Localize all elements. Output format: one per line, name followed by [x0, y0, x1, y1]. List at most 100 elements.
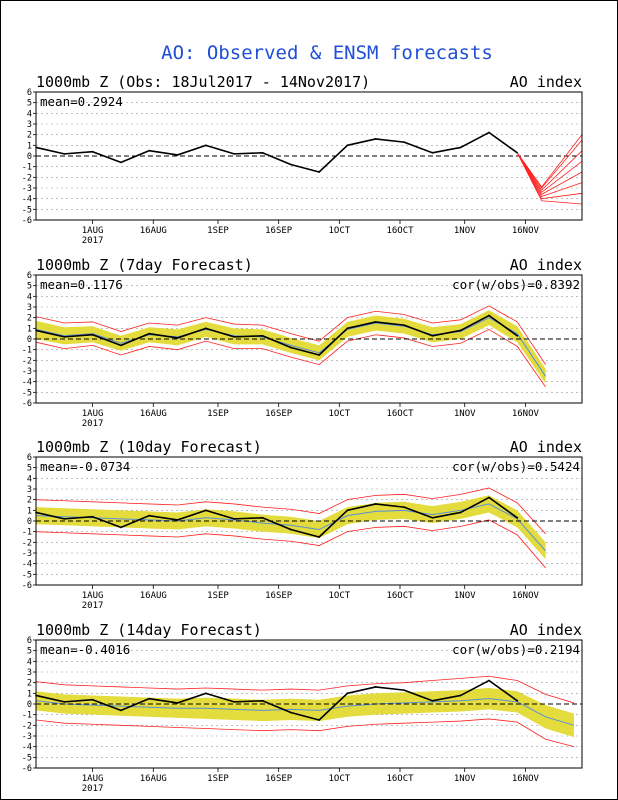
y-tick-label: -5 — [22, 570, 32, 580]
y-tick-label: 6 — [27, 271, 32, 281]
y-tick-label: 0 — [27, 152, 32, 162]
y-tick-label: -3 — [22, 184, 32, 194]
panel-index-label: AO index — [510, 256, 582, 274]
observed-point — [289, 711, 292, 714]
panel-title: 1000mb Z (Obs: 18Jul2017 - 14Nov2017) — [36, 73, 370, 91]
x-year-label: 2017 — [82, 784, 104, 794]
y-tick-label: -5 — [22, 205, 32, 215]
x-tick-label: 16NOV — [512, 774, 540, 784]
observed-point — [516, 699, 519, 702]
observed-point — [403, 506, 405, 509]
x-tick-label: 16NOV — [512, 409, 540, 419]
panel-correlation-label: cor(w/obs)=0.8392 — [452, 277, 580, 292]
y-tick-label: 1 — [27, 141, 32, 151]
observed-point — [261, 516, 264, 519]
observed-point — [488, 496, 490, 499]
panel-correlation-label: cor(w/obs)=0.5424 — [452, 459, 580, 474]
observed-point — [431, 516, 434, 519]
y-tick-label: 2 — [27, 679, 32, 689]
observed-line — [35, 496, 518, 538]
x-tick-label: 1OCT — [328, 591, 350, 601]
x-year-label: 2017 — [82, 236, 104, 246]
observed-point — [488, 131, 490, 134]
x-tick-label: 16AUG — [140, 591, 167, 601]
y-tick-label: 0 — [27, 335, 32, 345]
x-tick-label: 16NOV — [512, 591, 540, 601]
panel-correlation-label: cor(w/obs)=0.2194 — [452, 642, 580, 657]
observed-point — [261, 334, 264, 337]
y-tick-label: -1 — [22, 528, 32, 538]
y-tick-label: -4 — [22, 743, 32, 753]
observed-point — [431, 151, 434, 154]
x-tick-label: 1AUG — [82, 591, 104, 601]
x-tick-label: 16OCT — [386, 774, 414, 784]
envelope-lower-line — [35, 328, 546, 388]
panel-mean-label: mean=-0.4016 — [40, 642, 130, 657]
y-tick-label: -4 — [22, 378, 32, 388]
observed-point — [63, 152, 66, 155]
x-tick-label: 16AUG — [140, 409, 167, 419]
panel-title: 1000mb Z (14day Forecast) — [36, 621, 262, 639]
y-tick-label: -2 — [22, 356, 32, 366]
y-tick-label: -1 — [22, 711, 32, 721]
ensemble-mean-line — [35, 317, 547, 377]
x-tick-label: 16AUG — [140, 226, 167, 236]
y-tick-label: -2 — [22, 538, 32, 548]
observed-point — [120, 344, 122, 347]
y-tick-label: 5 — [27, 99, 32, 109]
observed-point — [346, 692, 349, 695]
observed-point — [148, 149, 151, 152]
observed-point — [318, 354, 321, 356]
y-tick-label: -5 — [22, 753, 32, 763]
y-tick-label: 3 — [27, 303, 32, 313]
y-tick-label: -3 — [22, 367, 32, 377]
y-tick-label: -3 — [22, 549, 32, 559]
ensemble-mean-line — [35, 503, 546, 552]
y-tick-label: -2 — [22, 721, 32, 731]
y-tick-label: 4 — [27, 474, 32, 484]
observed-point — [261, 151, 264, 154]
envelope-lower-line — [35, 718, 575, 748]
panel-index-label: AO index — [510, 621, 582, 639]
y-tick-label: -6 — [22, 399, 32, 409]
y-tick-label: 2 — [27, 131, 32, 141]
y-tick-label: 3 — [27, 120, 32, 130]
spread-band — [36, 495, 546, 560]
x-tick-label: 1SEP — [207, 226, 229, 236]
observed-point — [120, 161, 122, 164]
observed-point — [431, 699, 434, 702]
observed-point — [233, 517, 236, 520]
observed-point — [403, 324, 405, 327]
x-tick-label: 1AUG — [82, 226, 104, 236]
observed-point — [346, 327, 349, 330]
observed-point — [488, 314, 490, 317]
observed-point — [346, 509, 349, 512]
y-tick-label: 2 — [27, 314, 32, 324]
y-tick-label: 6 — [27, 636, 32, 646]
forecast-member-line — [516, 150, 583, 191]
y-tick-label: -4 — [22, 195, 32, 205]
observed-point — [516, 516, 519, 519]
observed-point — [374, 321, 377, 323]
observed-point — [148, 514, 151, 517]
x-tick-label: 16AUG — [140, 774, 167, 784]
observed-point — [233, 700, 236, 703]
y-tick-label: 3 — [27, 668, 32, 678]
observed-point — [488, 679, 490, 682]
y-tick-label: 0 — [27, 517, 32, 527]
x-tick-label: 1SEP — [207, 409, 229, 419]
y-tick-label: 3 — [27, 485, 32, 495]
y-tick-label: 6 — [27, 453, 32, 463]
observed-point — [204, 692, 207, 695]
x-tick-label: 1SEP — [207, 774, 229, 784]
observed-point — [403, 141, 405, 144]
observed-line — [35, 314, 518, 356]
x-tick-label: 1NOV — [454, 226, 476, 236]
x-tick-label: 1OCT — [328, 774, 350, 784]
panel-title: 1000mb Z (10day Forecast) — [36, 438, 262, 456]
